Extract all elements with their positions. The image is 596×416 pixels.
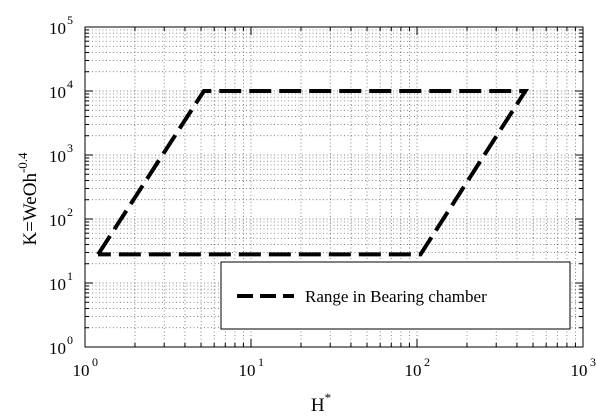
x-axis-label-sup: * [325, 390, 332, 405]
y-tick-label-exponent: 3 [67, 141, 73, 155]
y-tick-label-exponent: 0 [67, 333, 73, 347]
x-tick-label: 10 [571, 361, 588, 380]
x-tick-label: 10 [73, 361, 90, 380]
y-tick-label-exponent: 4 [67, 77, 73, 91]
y-tick-label: 10 [49, 83, 66, 102]
y-axis-label: K=WeOh-0.4 [15, 152, 41, 246]
tick-marks [84, 26, 584, 348]
x-tick-label: 10 [405, 361, 422, 380]
series-layer [96, 89, 530, 257]
x-tick-label-exponent: 1 [258, 355, 264, 369]
series-line [96, 89, 530, 257]
y-tick-label-exponent: 2 [67, 205, 73, 219]
x-tick-label: 10 [239, 361, 256, 380]
y-axis-label-text: K=WeOh [20, 173, 41, 246]
y-tick-label: 10 [49, 211, 66, 230]
plot-frame [84, 26, 584, 348]
x-axis-label: H* [311, 390, 331, 416]
legend: Range in Bearing chamber [220, 261, 571, 330]
x-tick-label-exponent: 3 [590, 355, 596, 369]
x-tick-label-exponent: 2 [424, 355, 430, 369]
y-axis-label-sup: -0.4 [15, 152, 30, 173]
y-tick-label-exponent: 1 [67, 269, 73, 283]
tick-labels: 10 0 10 1 10 2 10 310 010 110 210 310 410 5 [49, 13, 596, 380]
y-tick-label: 10 [49, 147, 66, 166]
y-tick-label: 10 [49, 19, 66, 38]
legend-label: Range in Bearing chamber [305, 287, 487, 306]
y-tick-label-exponent: 5 [67, 13, 73, 27]
y-tick-label: 10 [49, 339, 66, 358]
y-tick-label: 10 [49, 275, 66, 294]
x-tick-label-exponent: 0 [92, 355, 98, 369]
x-axis-label-text: H [311, 395, 325, 416]
legend-box [220, 261, 571, 330]
